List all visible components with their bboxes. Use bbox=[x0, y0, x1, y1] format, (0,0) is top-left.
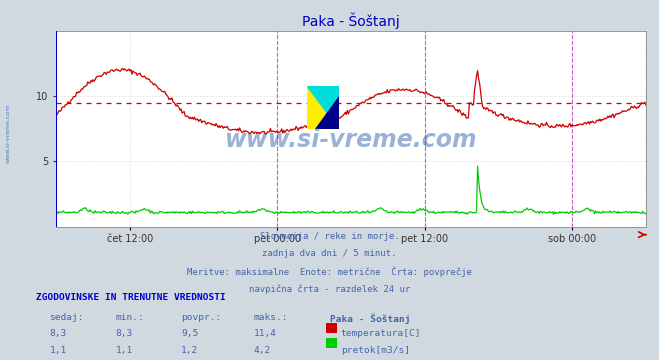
Text: www.si-vreme.com: www.si-vreme.com bbox=[5, 103, 11, 163]
Text: navpična črta - razdelek 24 ur: navpična črta - razdelek 24 ur bbox=[249, 284, 410, 293]
Text: 8,3: 8,3 bbox=[115, 329, 132, 338]
Text: 1,2: 1,2 bbox=[181, 346, 198, 355]
Text: sedaj:: sedaj: bbox=[49, 313, 84, 322]
Text: 1,1: 1,1 bbox=[49, 346, 67, 355]
Text: Paka - Šoštanj: Paka - Šoštanj bbox=[330, 313, 410, 324]
Text: Meritve: maksimalne  Enote: metrične  Črta: povprečje: Meritve: maksimalne Enote: metrične Črta… bbox=[187, 267, 472, 277]
Text: zadnja dva dni / 5 minut.: zadnja dva dni / 5 minut. bbox=[262, 249, 397, 258]
Text: 8,3: 8,3 bbox=[49, 329, 67, 338]
Text: Slovenija / reke in morje.: Slovenija / reke in morje. bbox=[260, 232, 399, 241]
Text: 4,2: 4,2 bbox=[254, 346, 271, 355]
Text: ZGODOVINSKE IN TRENUTNE VREDNOSTI: ZGODOVINSKE IN TRENUTNE VREDNOSTI bbox=[36, 293, 226, 302]
Text: pretok[m3/s]: pretok[m3/s] bbox=[341, 346, 410, 355]
Title: Paka - Šoštanj: Paka - Šoštanj bbox=[302, 13, 400, 30]
Text: maks.:: maks.: bbox=[254, 313, 288, 322]
Text: www.si-vreme.com: www.si-vreme.com bbox=[225, 129, 477, 153]
Text: temperatura[C]: temperatura[C] bbox=[341, 329, 421, 338]
Text: 9,5: 9,5 bbox=[181, 329, 198, 338]
Text: min.:: min.: bbox=[115, 313, 144, 322]
Text: 1,1: 1,1 bbox=[115, 346, 132, 355]
Text: povpr.:: povpr.: bbox=[181, 313, 221, 322]
Text: 11,4: 11,4 bbox=[254, 329, 277, 338]
